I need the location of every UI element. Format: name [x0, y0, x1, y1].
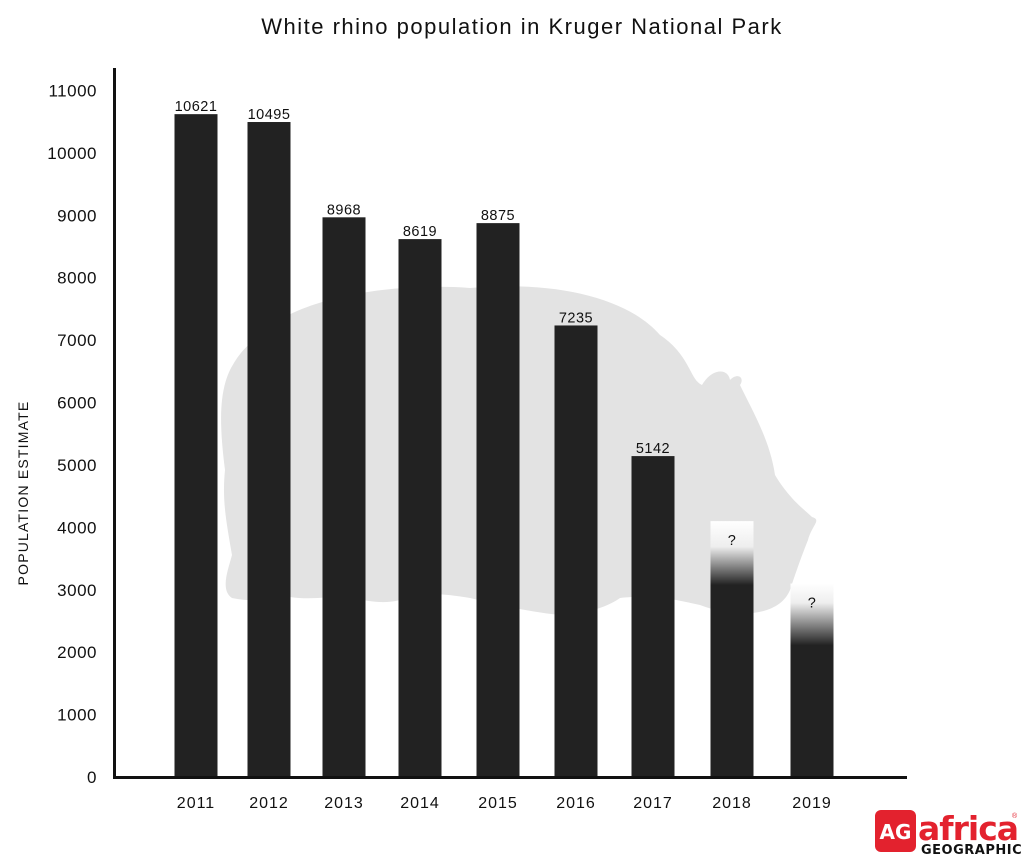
bar-2012	[247, 122, 291, 777]
x-tick-label-2013: 2013	[324, 795, 364, 812]
y-tick-label: 9000	[57, 206, 97, 225]
bars	[174, 114, 834, 777]
x-tick-label-2012: 2012	[249, 795, 289, 812]
y-tick-label: 3000	[57, 581, 97, 600]
data-label-2017: 5142	[636, 441, 670, 457]
data-label-2019: ?	[808, 596, 817, 612]
data-labels: 10621 10495 8968 8619 8875 7235 5142??	[175, 99, 817, 612]
x-tick-label-2011: 2011	[177, 795, 215, 812]
bar-2013	[322, 217, 366, 777]
x-tick-label-2017: 2017	[633, 795, 673, 812]
x-tick-label-2015: 2015	[478, 795, 518, 812]
bar-2016	[554, 325, 598, 777]
data-label-2011: 10621	[175, 99, 218, 115]
y-tick-label: 6000	[57, 394, 97, 413]
africa-geographic-logo: AG africa GEOGRAPHIC ®	[875, 809, 1022, 858]
data-label-2016: 7235	[559, 310, 593, 326]
y-tick-label: 11000	[48, 82, 97, 101]
bar-2018	[710, 521, 754, 777]
bar-2017	[631, 456, 675, 777]
y-tick-label: 7000	[57, 331, 97, 350]
chart-title: White rhino population in Kruger Nationa…	[261, 14, 782, 39]
bar-2014	[398, 239, 442, 777]
logo-registered-mark: ®	[1012, 812, 1018, 820]
x-tick-label-2016: 2016	[556, 795, 596, 812]
x-tick-labels: 2011 2012 2013 2014 2015 2016 2017 2018 2019	[177, 795, 832, 812]
y-tick-label: 10000	[47, 144, 97, 163]
y-tick-label: 4000	[57, 518, 97, 537]
logo-name: africa	[918, 809, 1018, 848]
x-tick-label-2018: 2018	[712, 795, 752, 812]
x-tick-label-2019: 2019	[792, 795, 832, 812]
logo-badge-icon	[875, 810, 916, 852]
data-label-2018: ?	[728, 533, 737, 549]
bar-2011	[174, 114, 218, 777]
y-tick-label: 1000	[57, 706, 97, 725]
data-label-2014: 8619	[403, 224, 437, 240]
y-tick-label: 8000	[57, 269, 97, 288]
y-tick-label: 5000	[57, 456, 97, 475]
data-label-2012: 10495	[248, 107, 291, 123]
y-tick-label: 2000	[57, 643, 97, 662]
y-tick-labels: 0 1000 2000 3000 4000 5000 6000 7000 8000 9000 100…	[47, 82, 97, 788]
bar-2019	[790, 583, 834, 777]
x-tick-label-2014: 2014	[400, 795, 440, 812]
logo-badge-text: AG	[880, 820, 912, 844]
data-label-2013: 8968	[327, 202, 361, 218]
y-axis-label: POPULATION ESTIMATE	[15, 401, 31, 586]
data-label-2015: 8875	[481, 208, 515, 224]
bar-2015	[476, 223, 520, 777]
logo-subtitle: GEOGRAPHIC	[921, 843, 1022, 858]
y-tick-label: 0	[87, 768, 97, 787]
